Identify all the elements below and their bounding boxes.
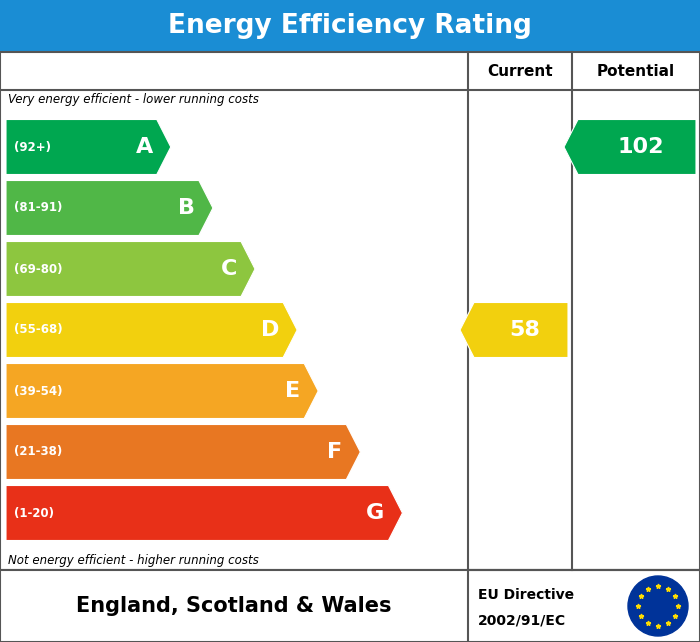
Polygon shape [6, 302, 297, 358]
Text: D: D [261, 320, 279, 340]
Polygon shape [6, 241, 255, 297]
Text: (55-68): (55-68) [14, 324, 62, 336]
Text: E: E [285, 381, 300, 401]
Text: 58: 58 [510, 320, 540, 340]
Text: (69-80): (69-80) [14, 263, 62, 275]
Polygon shape [6, 119, 171, 175]
Polygon shape [460, 302, 568, 358]
Text: 2002/91/EC: 2002/91/EC [478, 613, 566, 627]
Polygon shape [564, 119, 696, 175]
Bar [0, 570, 700, 642]
Text: (81-91): (81-91) [14, 202, 62, 214]
Text: Energy Efficiency Rating: Energy Efficiency Rating [168, 13, 532, 39]
Text: Not energy efficient - higher running costs: Not energy efficient - higher running co… [8, 554, 259, 567]
Text: (1-20): (1-20) [14, 507, 54, 519]
Polygon shape [6, 485, 402, 541]
Text: A: A [136, 137, 153, 157]
Polygon shape [6, 424, 360, 480]
Text: 102: 102 [617, 137, 664, 157]
Circle shape [628, 576, 688, 636]
Bar [0, 52, 700, 570]
Text: C: C [220, 259, 237, 279]
Text: Current: Current [487, 64, 553, 78]
Text: Potential: Potential [597, 64, 675, 78]
Text: Very energy efficient - lower running costs: Very energy efficient - lower running co… [8, 93, 259, 106]
Text: B: B [178, 198, 195, 218]
Polygon shape [6, 180, 213, 236]
Bar [0, 0, 700, 52]
Text: G: G [366, 503, 384, 523]
Text: F: F [327, 442, 342, 462]
Polygon shape [6, 363, 318, 419]
Text: (39-54): (39-54) [14, 385, 62, 397]
Text: (21-38): (21-38) [14, 446, 62, 458]
Text: EU Directive: EU Directive [478, 588, 574, 602]
Text: England, Scotland & Wales: England, Scotland & Wales [76, 596, 392, 616]
Text: (92+): (92+) [14, 141, 51, 153]
